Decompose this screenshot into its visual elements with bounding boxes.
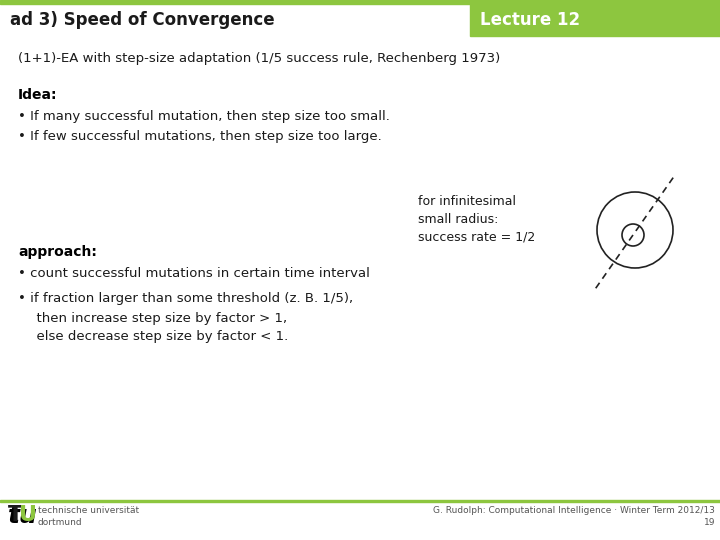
Text: Lecture 12: Lecture 12 xyxy=(480,11,580,29)
Text: then increase step size by factor > 1,: then increase step size by factor > 1, xyxy=(28,312,287,325)
Bar xyxy=(0,500,720,540)
Text: (1+1)-EA with step-size adaptation (1/5 success rule, Rechenberg 1973): (1+1)-EA with step-size adaptation (1/5 … xyxy=(18,52,500,65)
Text: approach:: approach: xyxy=(18,245,97,259)
Bar xyxy=(0,4,470,36)
Text: U: U xyxy=(19,505,37,525)
Text: • If few successful mutations, then step size too large.: • If few successful mutations, then step… xyxy=(18,130,382,143)
Text: ad 3) Speed of Convergence: ad 3) Speed of Convergence xyxy=(10,11,274,29)
Text: Idea:: Idea: xyxy=(18,88,58,102)
Bar xyxy=(0,36,720,500)
Text: • If many successful mutation, then step size too small.: • If many successful mutation, then step… xyxy=(18,110,390,123)
Text: 19: 19 xyxy=(703,518,715,527)
Text: • if fraction larger than some threshold (z. B. 1/5),: • if fraction larger than some threshold… xyxy=(18,292,353,305)
Bar xyxy=(0,0,720,4)
Text: T: T xyxy=(8,505,23,525)
Text: • count successful mutations in certain time interval: • count successful mutations in certain … xyxy=(18,267,370,280)
Text: technische universität: technische universität xyxy=(38,506,139,515)
Text: dortmund: dortmund xyxy=(38,518,83,527)
Text: tu: tu xyxy=(8,504,37,528)
Bar xyxy=(0,500,720,502)
Text: for infinitesimal
small radius:
success rate = 1/2: for infinitesimal small radius: success … xyxy=(418,195,535,244)
Text: else decrease step size by factor < 1.: else decrease step size by factor < 1. xyxy=(28,330,288,343)
Bar xyxy=(470,4,720,36)
Text: G. Rudolph: Computational Intelligence · Winter Term 2012/13: G. Rudolph: Computational Intelligence ·… xyxy=(433,506,715,515)
